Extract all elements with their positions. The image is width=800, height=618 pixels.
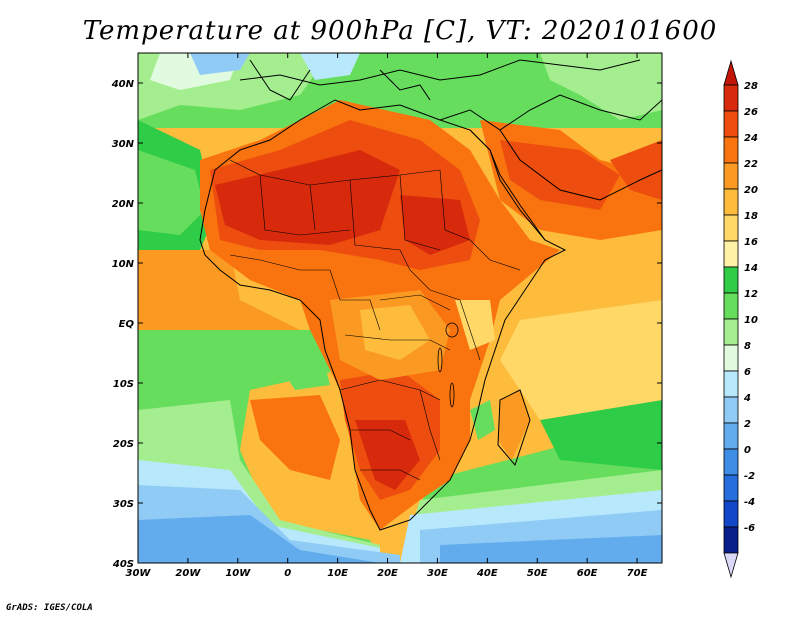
y-tick-label: 30S <box>113 499 134 510</box>
colorbar-segment <box>723 500 739 528</box>
colorbar-label: 24 <box>744 133 758 144</box>
y-tick-label: 20S <box>113 439 134 450</box>
y-tick-label: 10S <box>113 379 134 390</box>
colorbar-label: 14 <box>744 263 758 274</box>
colorbar-label: 26 <box>744 107 758 118</box>
colorbar-segment <box>723 370 739 398</box>
longitude-axis: 30W 20W 10W 0 10E 20E 30E 40E 50E 60E 70E <box>126 53 648 579</box>
colorbar-label: 12 <box>744 289 758 300</box>
y-tick-label: 40N <box>111 79 135 90</box>
colorbar-label: 22 <box>744 159 758 170</box>
colorbar-label: 0 <box>744 445 751 456</box>
colorbar-label: 6 <box>744 367 751 378</box>
x-tick-label: 30W <box>126 568 152 579</box>
x-tick-label: 40E <box>476 568 498 579</box>
y-tick-label: 20N <box>112 199 135 210</box>
colorbar-label: -4 <box>744 497 755 508</box>
colorbar-segment <box>723 318 739 346</box>
x-tick-label: 60E <box>577 568 598 579</box>
colorbar-label: -6 <box>744 523 755 534</box>
colorbar-segment <box>723 344 739 372</box>
colorbar-segment <box>723 448 739 476</box>
colorbar-segment <box>723 162 739 190</box>
x-tick-label: 20W <box>175 568 201 579</box>
colorbar-segment <box>723 240 739 268</box>
country-borders <box>229 159 521 481</box>
colorbar-label: 16 <box>744 237 758 248</box>
colorbar-label: 8 <box>744 341 751 352</box>
x-tick-label: 30E <box>427 568 448 579</box>
x-tick-label: 50E <box>527 568 548 579</box>
lakes <box>437 322 459 408</box>
colorbar-segment <box>723 396 739 424</box>
footer-credit: GrADS: IGES/COLA <box>6 603 93 613</box>
field-layer <box>138 53 662 563</box>
colorbar-label: 20 <box>744 185 758 196</box>
x-tick-label: 10E <box>327 568 348 579</box>
colorbar-segment <box>723 84 739 112</box>
colorbar-segment <box>723 110 739 138</box>
colorbar-label: 18 <box>744 211 758 222</box>
colorbar-segment <box>723 422 739 450</box>
x-tick-label: 70E <box>627 568 648 579</box>
colorbar-segment <box>723 136 739 164</box>
colorbar-label: 4 <box>743 393 751 404</box>
colorbar-segment <box>723 292 739 320</box>
colorbar-segment <box>723 526 739 554</box>
colorbar-label: -2 <box>744 471 755 482</box>
colorbar-label: 28 <box>744 81 758 92</box>
colorbar-under-arrow <box>723 552 739 579</box>
map-title: Temperature at 900hPa [C], VT: 202010160… <box>82 16 718 46</box>
colorbar-segment <box>723 474 739 502</box>
map-frame <box>137 52 663 564</box>
x-tick-label: 0 <box>284 568 291 579</box>
latitude-axis: 40N 30N 20N 10N EQ 10S 20S 30S 40S <box>111 79 662 570</box>
y-tick-label: 10N <box>112 259 135 270</box>
x-tick-label: 10W <box>225 568 251 579</box>
colorbar-segment <box>723 266 739 294</box>
coastlines <box>199 59 662 531</box>
colorbar-label: 10 <box>744 315 758 326</box>
y-tick-label: 40S <box>112 559 134 570</box>
y-tick-label: EQ <box>119 319 135 330</box>
x-tick-label: 20E <box>377 568 398 579</box>
colorbar-segment <box>723 214 739 242</box>
colorbar-label: 2 <box>744 419 751 430</box>
colorbar-over-arrow <box>723 59 739 86</box>
colorbar-segment <box>723 188 739 216</box>
y-tick-label: 30N <box>112 139 135 150</box>
